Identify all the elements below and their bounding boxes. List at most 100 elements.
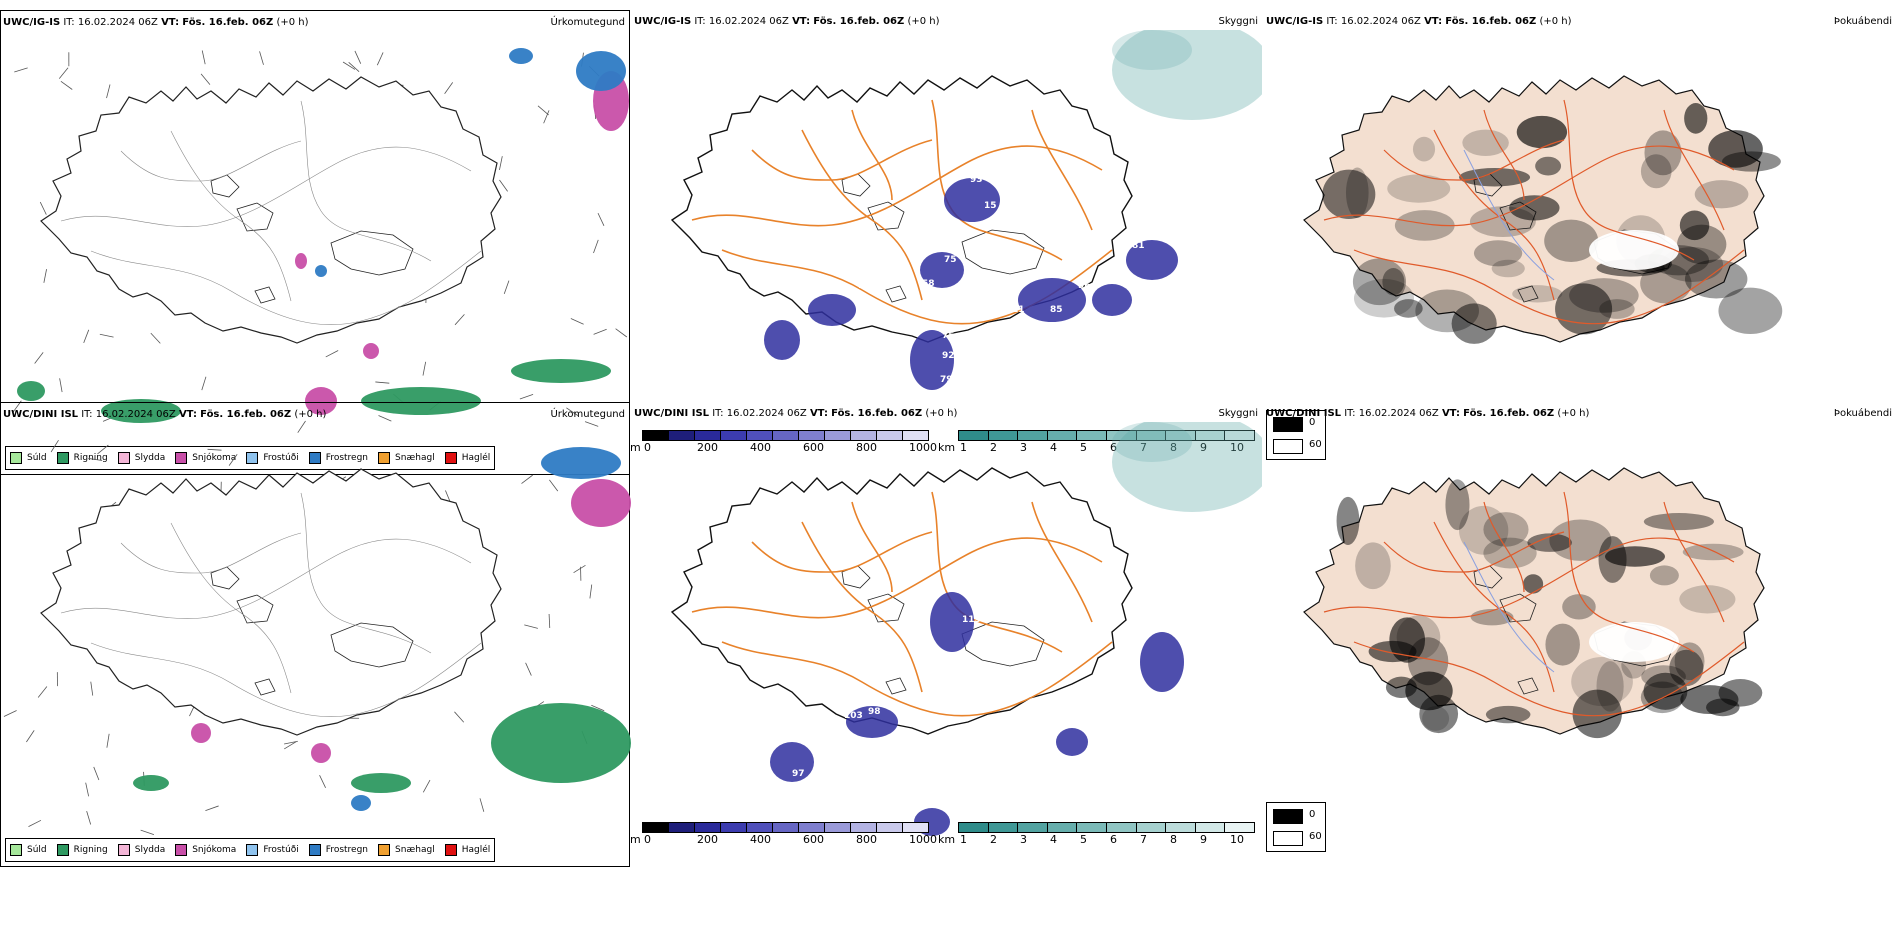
freezing-rain-area [351, 795, 371, 811]
snow-area [363, 343, 379, 359]
fog-index-legend: 0 60 [1266, 410, 1326, 460]
cloud-base-label: 75 [942, 331, 955, 341]
glacier-outline [1517, 677, 1539, 695]
fog-dark-patch [1353, 278, 1415, 318]
title-part: IT: [1326, 16, 1338, 27]
colorbar-swatch [1195, 431, 1226, 440]
colorbar-tick: 0 [644, 441, 651, 454]
colorbar-swatch [1047, 431, 1078, 440]
panel-variable: Þokuábendi [1833, 408, 1892, 419]
fog-dark-patch [1527, 533, 1572, 552]
wind-barb [85, 782, 90, 797]
legend-swatch [117, 452, 130, 464]
panel-variable: Úrkomutegund [550, 409, 625, 420]
fog-dark-patch [1549, 519, 1612, 561]
colorbar-tick: 8 [1170, 441, 1177, 454]
colorbar-swatch [643, 823, 669, 832]
wind-barb [521, 474, 533, 484]
road-line [170, 130, 292, 302]
title-part: (+0 h) [1539, 16, 1572, 27]
fog-dark-patch [1684, 103, 1708, 134]
fog-dark-patch [1562, 594, 1596, 620]
legend-swatch [378, 452, 391, 464]
fog-dark-patch [1644, 130, 1682, 176]
road-line [1031, 109, 1093, 231]
panel-title: UWC/IG-IS IT: 16.02.2024 06Z VT: Fös. 16… [634, 16, 940, 27]
colorbar-unit: km [938, 441, 956, 454]
wind-barb [422, 779, 431, 793]
glacier-outline [236, 594, 274, 624]
colorbar-tick: 1000 [909, 833, 937, 846]
fog-map [1303, 467, 1765, 739]
legend-label: Snjókoma [192, 453, 237, 463]
colorbar-tick: 10 [1230, 833, 1244, 846]
iceland-coastline [40, 76, 502, 344]
freezing-rain-area [509, 48, 533, 64]
rain-area [361, 387, 481, 415]
title-part: VT: [1424, 16, 1443, 27]
river-line [1463, 149, 1555, 281]
legend-swatch [378, 844, 391, 856]
precip-legend: Súld Rigning Slydda Snjókoma Frostúði Frostre… [5, 838, 496, 862]
cloud-base-label: 31 [812, 331, 825, 341]
fog-dark-patch [1605, 546, 1665, 567]
glacier-outline [236, 202, 274, 232]
low-cloud-area [920, 252, 964, 288]
fog-dark-patch [1345, 167, 1369, 219]
cloud-base-label: 115 [962, 615, 981, 625]
legend-label: Snæhagl [395, 453, 435, 463]
wind-barb [499, 156, 503, 171]
rain-area [491, 703, 631, 783]
wind-barb [58, 67, 69, 79]
fog-dark-patch [1596, 661, 1624, 712]
title-part: 16.02.2024 06Z [1358, 408, 1439, 419]
cloud-base-colorbar: m 0 200 400 600 800 1000 [630, 430, 937, 460]
legend-swatch [308, 452, 321, 464]
colorbar-tick: 600 [803, 833, 824, 846]
fog-dark-patch [1382, 268, 1405, 296]
cloud-base-label: 79 [940, 375, 953, 385]
title-part: VT: [792, 16, 811, 27]
road-line [851, 501, 893, 593]
legend-item: Slydda [117, 844, 165, 856]
road-line [1323, 537, 1735, 619]
colorbar-swatch [1106, 431, 1137, 440]
precip-map [12, 48, 629, 433]
colorbar-tick: 800 [856, 833, 877, 846]
visibility-map: 93 15 75 58 108 103 81 96 85 11 31 75 92 79 [670, 30, 1262, 390]
road-line [90, 250, 482, 326]
fog-legend-label: 60 [1309, 439, 1322, 450]
colorbar-swatch [1225, 823, 1254, 832]
colorbar-tick: 4 [1050, 441, 1057, 454]
visibility-colorbar: km 1 2 3 4 5 6 7 8 9 10 [938, 822, 1260, 852]
precip-legend: Súld Rigning Slydda Snjókoma Frostúði Frostre… [5, 446, 496, 470]
colorbar-swatch [799, 431, 825, 440]
wind-barb [106, 84, 111, 99]
fog-legend-label: 0 [1309, 417, 1316, 428]
colorbar-swatch [825, 431, 851, 440]
title-part: Fös. 16.feb. 06Z [1463, 408, 1555, 419]
wind-barb [591, 704, 605, 712]
legend-label: Frostregn [325, 845, 369, 855]
snow-area [305, 387, 337, 415]
legend-swatch [10, 844, 22, 856]
wind-barb [499, 179, 508, 192]
colorbar-tick: 7 [1140, 441, 1147, 454]
cloud-base-label: 165 [812, 787, 831, 797]
legend-label: Rigning [73, 845, 108, 855]
legend-swatch [56, 844, 69, 856]
title-part: (+0 h) [907, 16, 940, 27]
colorbar-swatch [988, 431, 1019, 440]
wind-barb [537, 105, 549, 116]
wind-barb [573, 564, 586, 574]
fog-dark-patch [1336, 496, 1360, 545]
road-line [1383, 139, 1565, 181]
glacier-outline [254, 678, 276, 696]
legend-swatch [246, 452, 259, 464]
panel-title: UWC/DINI ISL IT: 16.02.2024 06Z VT: Fös.… [1266, 408, 1589, 419]
panel-title: UWC/DINI ISL IT: 16.02.2024 06Z VT: Fös.… [3, 409, 326, 420]
fog-dark-patch [1470, 608, 1514, 626]
fog-dark-patch [1483, 537, 1537, 569]
colorbar-tick: 10 [1230, 441, 1244, 454]
cloud-base-label: 93 [970, 175, 983, 185]
